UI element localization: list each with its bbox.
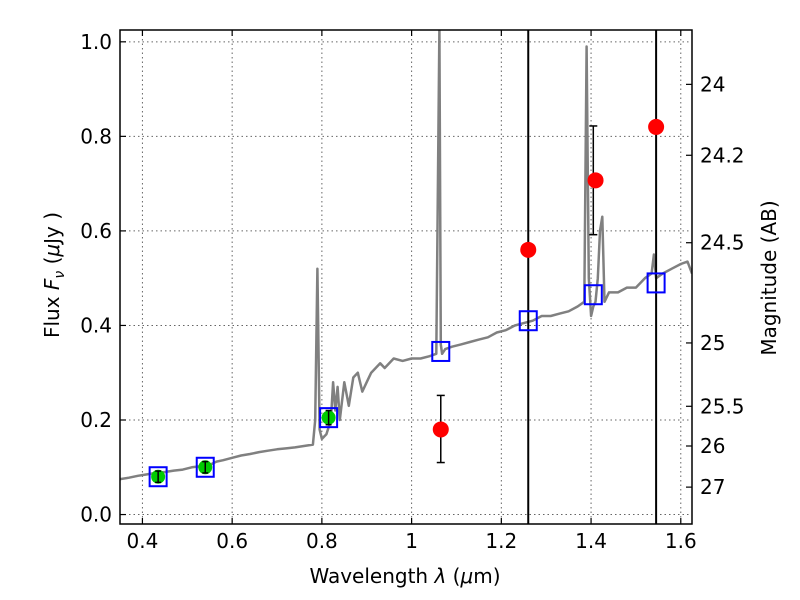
x-axis-label: Wavelength λ (μm) bbox=[309, 564, 500, 588]
model-square bbox=[319, 407, 339, 429]
red-point bbox=[432, 421, 449, 438]
right-tick-label: 24.5 bbox=[700, 231, 745, 255]
ticks: 0.4 0.6 0.8 1 1.2 1.4 1.6 0.0 0.2 0.4 0.6 0.8 1.0 24 2… bbox=[80, 30, 744, 553]
vertical-lines bbox=[527, 30, 658, 524]
model-square bbox=[646, 272, 666, 294]
y-tick-label: 1.0 bbox=[80, 30, 112, 54]
right-tick-label: 24 bbox=[700, 72, 725, 96]
y-axis-label-left: Flux Fν (μJy ) bbox=[40, 212, 68, 338]
y-tick-label: 0.2 bbox=[80, 408, 112, 432]
x-tick-label: 1 bbox=[405, 529, 418, 553]
y-tick-label: 0.4 bbox=[80, 313, 112, 337]
red-point bbox=[648, 118, 665, 135]
axis-labels: Wavelength λ (μm) Flux Fν (μJy ) Magnitu… bbox=[40, 200, 781, 588]
x-tick-label: 1.2 bbox=[485, 529, 517, 553]
markers bbox=[148, 118, 666, 488]
x-tick-label: 1.4 bbox=[575, 529, 607, 553]
y-tick-label: 0.6 bbox=[80, 219, 112, 243]
grid bbox=[120, 30, 692, 524]
model-square bbox=[431, 340, 451, 362]
plot-frame bbox=[119, 29, 693, 525]
spectrum-layer bbox=[120, 30, 692, 481]
model-square bbox=[148, 466, 168, 488]
right-tick-label: 24.2 bbox=[700, 143, 745, 167]
red-point bbox=[520, 241, 537, 258]
right-tick-label: 25.5 bbox=[700, 394, 745, 418]
x-tick-label: 0.6 bbox=[216, 529, 248, 553]
x-tick-label: 0.4 bbox=[127, 529, 159, 553]
y-tick-label: 0.8 bbox=[80, 124, 112, 148]
right-tick-label: 25 bbox=[700, 331, 725, 355]
x-tick-label: 1.6 bbox=[665, 529, 697, 553]
spectrum-line bbox=[120, 30, 692, 481]
model-square bbox=[195, 456, 215, 478]
right-tick-label: 27 bbox=[700, 475, 725, 499]
right-tick-label: 26 bbox=[700, 434, 725, 458]
model-square bbox=[518, 310, 538, 332]
model-square bbox=[583, 284, 603, 306]
y-axis-label-right: Magnitude (AB) bbox=[757, 200, 781, 355]
red-point bbox=[587, 172, 604, 189]
x-tick-label: 0.8 bbox=[306, 529, 338, 553]
y-tick-label: 0.0 bbox=[80, 503, 112, 527]
